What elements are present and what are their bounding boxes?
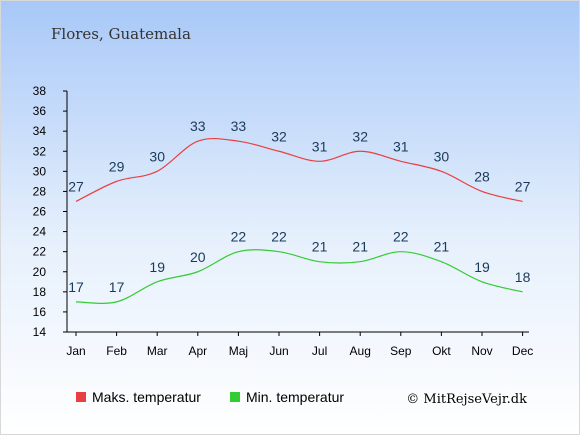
x-tick-label: Jun bbox=[269, 344, 288, 358]
series-lines bbox=[75, 137, 523, 304]
data-label: 32 bbox=[271, 128, 287, 144]
data-label: 33 bbox=[190, 118, 206, 134]
data-label: 22 bbox=[393, 229, 409, 245]
x-tick-label: Jul bbox=[312, 344, 327, 358]
x-tick-label: Feb bbox=[106, 344, 127, 358]
y-tick-label: 22 bbox=[33, 245, 47, 259]
x-tick-label: Dec bbox=[512, 344, 533, 358]
y-tick-label: 16 bbox=[33, 305, 47, 319]
x-tick-label: Aug bbox=[350, 344, 371, 358]
series-line-max bbox=[75, 137, 523, 203]
y-tick-label: 36 bbox=[33, 104, 47, 118]
data-label: 21 bbox=[312, 239, 328, 255]
y-tick-label: 26 bbox=[33, 205, 47, 219]
data-label: 20 bbox=[190, 249, 206, 265]
x-tick-label: Apr bbox=[188, 344, 207, 358]
legend-label: Maks. temperatur bbox=[92, 389, 201, 405]
y-tick-label: 38 bbox=[33, 84, 47, 98]
data-label: 30 bbox=[434, 148, 450, 164]
credit-text: © MitRejseVejr.dk bbox=[406, 392, 527, 407]
data-labels: 27 29 30 33 33 32 31 32 31 30 28 27 17 17 19 20 22 22 21 21… bbox=[68, 118, 530, 295]
axes: 14 16 18 20 22 24 26 28 30 32 34 36 38 Jan Feb Mar Apr Ma… bbox=[33, 84, 534, 358]
y-tick-label: 14 bbox=[33, 325, 47, 339]
x-tick-label: Okt bbox=[432, 344, 451, 358]
legend: Maks. temperatur Min. temperatur bbox=[76, 389, 344, 405]
x-tick-label: Maj bbox=[229, 344, 248, 358]
data-label: 28 bbox=[474, 168, 490, 184]
data-label: 22 bbox=[271, 229, 287, 245]
data-label: 21 bbox=[352, 239, 368, 255]
data-label: 33 bbox=[231, 118, 247, 134]
data-label: 19 bbox=[474, 259, 490, 275]
y-tick-label: 32 bbox=[33, 144, 47, 158]
data-label: 31 bbox=[312, 138, 328, 154]
y-tick-label: 24 bbox=[33, 225, 47, 239]
legend-swatch bbox=[230, 392, 240, 402]
y-tick-label: 34 bbox=[33, 124, 47, 138]
x-tick-label: Sep bbox=[390, 344, 412, 358]
data-label: 21 bbox=[434, 239, 450, 255]
x-tick-label: Nov bbox=[471, 344, 492, 358]
data-label: 29 bbox=[109, 158, 125, 174]
legend-label: Min. temperatur bbox=[246, 389, 344, 405]
data-label: 17 bbox=[109, 279, 125, 295]
data-label: 18 bbox=[515, 269, 531, 285]
data-label: 17 bbox=[68, 279, 84, 295]
y-tick-label: 28 bbox=[33, 184, 47, 198]
x-tick-label: Mar bbox=[147, 344, 168, 358]
data-label: 30 bbox=[149, 148, 165, 164]
chart-title: Flores, Guatemala bbox=[51, 25, 191, 43]
data-label: 32 bbox=[352, 128, 368, 144]
data-label: 19 bbox=[149, 259, 165, 275]
y-tick-label: 18 bbox=[33, 285, 47, 299]
series-line-min bbox=[75, 249, 523, 304]
y-tick-label: 30 bbox=[33, 164, 47, 178]
legend-swatch bbox=[76, 392, 86, 402]
data-label: 31 bbox=[393, 138, 409, 154]
data-label: 27 bbox=[68, 178, 84, 194]
data-label: 27 bbox=[515, 178, 531, 194]
y-tick-label: 20 bbox=[33, 265, 47, 279]
data-label: 22 bbox=[231, 229, 247, 245]
x-tick-label: Jan bbox=[66, 344, 85, 358]
